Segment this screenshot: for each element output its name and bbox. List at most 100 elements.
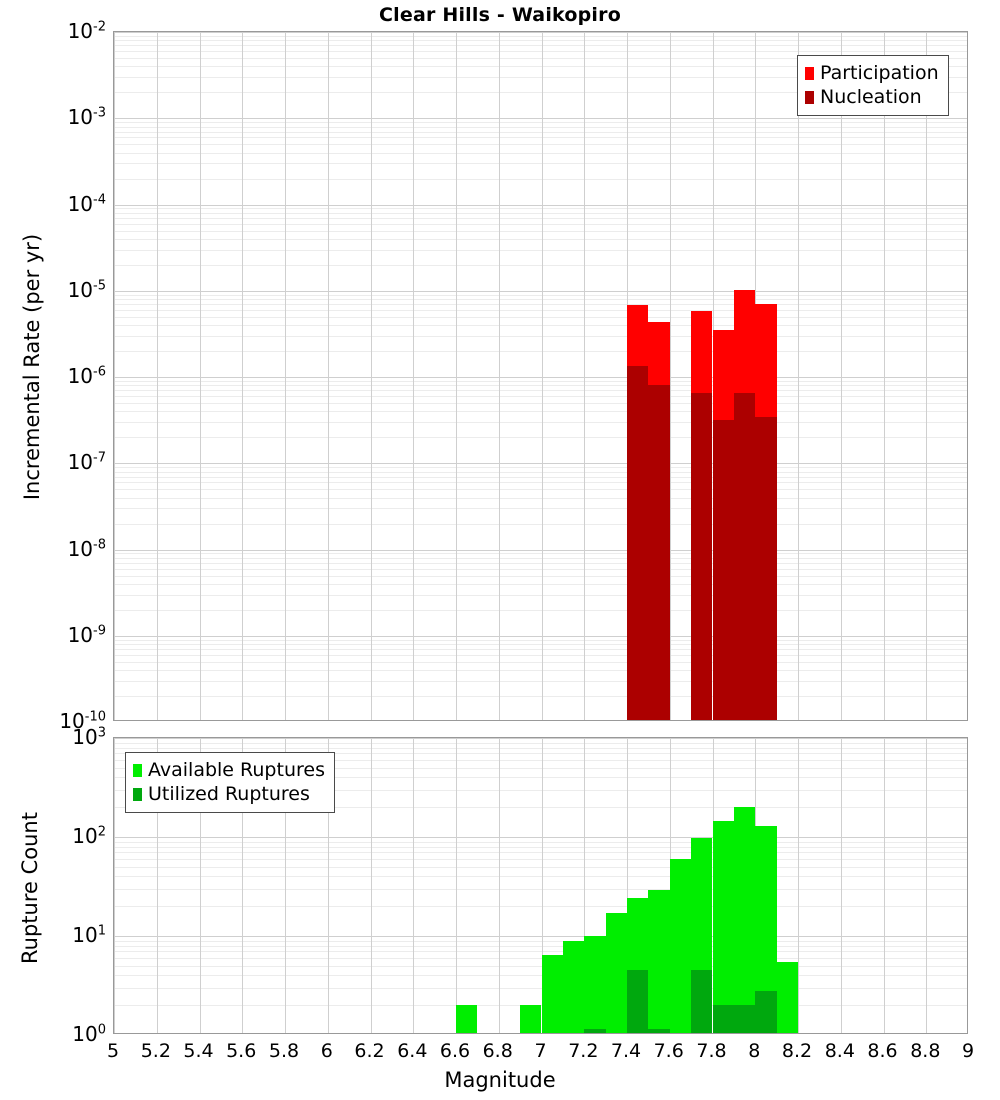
grid-line-minor bbox=[114, 789, 967, 791]
bar-available-ruptures bbox=[584, 936, 606, 1033]
grid-line-minor bbox=[114, 497, 967, 499]
bottom-legend: Available Ruptures Utilized Ruptures bbox=[125, 752, 335, 813]
grid-line-minor bbox=[114, 958, 967, 959]
grid-line-vertical bbox=[627, 738, 628, 1033]
grid-line-major bbox=[114, 936, 967, 937]
grid-line-minor bbox=[114, 553, 967, 555]
grid-line-minor bbox=[114, 77, 967, 79]
legend-label: Participation bbox=[820, 61, 939, 84]
grid-line-minor bbox=[114, 422, 967, 424]
grid-line-vertical bbox=[798, 32, 799, 720]
grid-line-minor bbox=[114, 866, 967, 868]
grid-line-minor bbox=[114, 264, 967, 266]
grid-line-minor bbox=[114, 137, 967, 139]
grid-line-minor bbox=[114, 471, 967, 473]
grid-line-vertical bbox=[413, 32, 415, 720]
top-y-axis-ticks: 10-2 10-3 10-4 10-5 10-6 10-7 10-8 10-9 10-10 bbox=[0, 19, 106, 733]
x-tick-label: 7.8 bbox=[696, 1040, 727, 1062]
grid-line-minor bbox=[114, 58, 967, 59]
grid-line-vertical bbox=[840, 32, 842, 720]
x-tick-label: 8.8 bbox=[910, 1040, 941, 1062]
legend-swatch-icon bbox=[805, 90, 814, 104]
grid-line-minor bbox=[114, 841, 967, 843]
x-tick-label: 5.4 bbox=[183, 1040, 214, 1062]
grid-line-minor bbox=[114, 212, 967, 214]
grid-line-minor bbox=[114, 568, 967, 570]
grid-line-minor bbox=[114, 122, 967, 124]
grid-line-major bbox=[114, 635, 967, 637]
legend-label: Nucleation bbox=[820, 85, 922, 108]
top-legend: Participation Nucleation bbox=[797, 55, 949, 116]
x-tick-label: 7.4 bbox=[610, 1040, 642, 1062]
grid-line-major bbox=[114, 377, 967, 378]
grid-line-minor bbox=[114, 152, 967, 154]
grid-line-minor bbox=[114, 489, 967, 491]
grid-line-minor bbox=[114, 639, 967, 641]
grid-line-minor bbox=[114, 178, 967, 180]
grid-line-major bbox=[114, 290, 967, 292]
grid-line-vertical bbox=[285, 738, 286, 1033]
grid-line-minor bbox=[114, 411, 967, 413]
grid-line-minor bbox=[114, 680, 967, 682]
y-tick-label: 100 bbox=[72, 1022, 106, 1046]
top-y-axis-title: Incremental Rate (per yr) bbox=[20, 233, 44, 501]
grid-line-minor bbox=[114, 557, 967, 559]
grid-line-vertical bbox=[413, 738, 415, 1033]
chart-title: Clear Hills - Waikopiro bbox=[379, 4, 621, 26]
grid-line-vertical bbox=[584, 32, 586, 720]
y-tick-label: 10-7 bbox=[67, 450, 106, 475]
bar-utilized-ruptures bbox=[584, 1029, 606, 1033]
legend-item[interactable]: Participation bbox=[805, 61, 939, 85]
grid-line-minor bbox=[114, 335, 967, 337]
grid-line-minor bbox=[114, 351, 967, 352]
legend-item[interactable]: Available Ruptures bbox=[133, 758, 325, 782]
y-tick-label: 10-4 bbox=[67, 191, 106, 216]
legend-item[interactable]: Utilized Ruptures bbox=[133, 782, 325, 806]
x-tick-label: 8.4 bbox=[824, 1040, 855, 1062]
grid-line-minor bbox=[114, 163, 967, 165]
grid-line-minor bbox=[114, 767, 967, 769]
grid-line-minor bbox=[114, 304, 967, 306]
x-tick-label: 6.6 bbox=[439, 1040, 471, 1062]
grid-line-minor bbox=[114, 760, 967, 761]
x-tick-label: 5.8 bbox=[268, 1040, 300, 1062]
grid-line-minor bbox=[114, 852, 967, 854]
grid-line-vertical bbox=[199, 32, 201, 720]
grid-line-minor bbox=[114, 575, 967, 577]
grid-line-minor bbox=[114, 583, 967, 585]
bar-available-ruptures bbox=[776, 961, 798, 1033]
grid-line-minor bbox=[114, 230, 967, 232]
grid-line-minor bbox=[114, 45, 967, 47]
y-tick-label: 10-10 bbox=[59, 709, 106, 733]
grid-line-minor bbox=[114, 390, 967, 392]
grid-line-vertical bbox=[798, 738, 799, 1033]
grid-line-minor bbox=[114, 594, 967, 596]
bar-available-ruptures bbox=[733, 807, 756, 1033]
grid-line-vertical bbox=[883, 32, 885, 720]
x-tick-label: 6 bbox=[320, 1040, 333, 1062]
grid-line-minor bbox=[114, 476, 967, 478]
grid-line-minor bbox=[114, 945, 967, 947]
bar-available-ruptures bbox=[562, 940, 585, 1033]
grid-line-minor bbox=[114, 249, 967, 251]
legend-item[interactable]: Nucleation bbox=[805, 85, 939, 109]
grid-line-minor bbox=[114, 325, 967, 327]
grid-line-vertical bbox=[156, 738, 158, 1033]
grid-line-minor bbox=[114, 940, 967, 942]
grid-line-minor bbox=[114, 437, 967, 439]
bar-utilized-ruptures bbox=[755, 990, 777, 1033]
bar-nucleation bbox=[755, 417, 777, 720]
bar-available-ruptures bbox=[456, 1005, 478, 1033]
grid-line-minor bbox=[114, 35, 967, 37]
grid-line-minor bbox=[114, 644, 967, 646]
bar-available-ruptures bbox=[520, 1005, 542, 1033]
grid-line-minor bbox=[114, 126, 967, 128]
grid-line-minor bbox=[114, 51, 967, 53]
y-tick-label: 103 bbox=[72, 725, 106, 749]
grid-line-minor bbox=[114, 40, 967, 42]
grid-line-minor bbox=[114, 670, 967, 672]
x-tick-label: 5.6 bbox=[226, 1040, 257, 1062]
grid-line-minor bbox=[114, 217, 967, 219]
grid-line-minor bbox=[114, 753, 967, 755]
grid-line-major bbox=[114, 32, 967, 33]
